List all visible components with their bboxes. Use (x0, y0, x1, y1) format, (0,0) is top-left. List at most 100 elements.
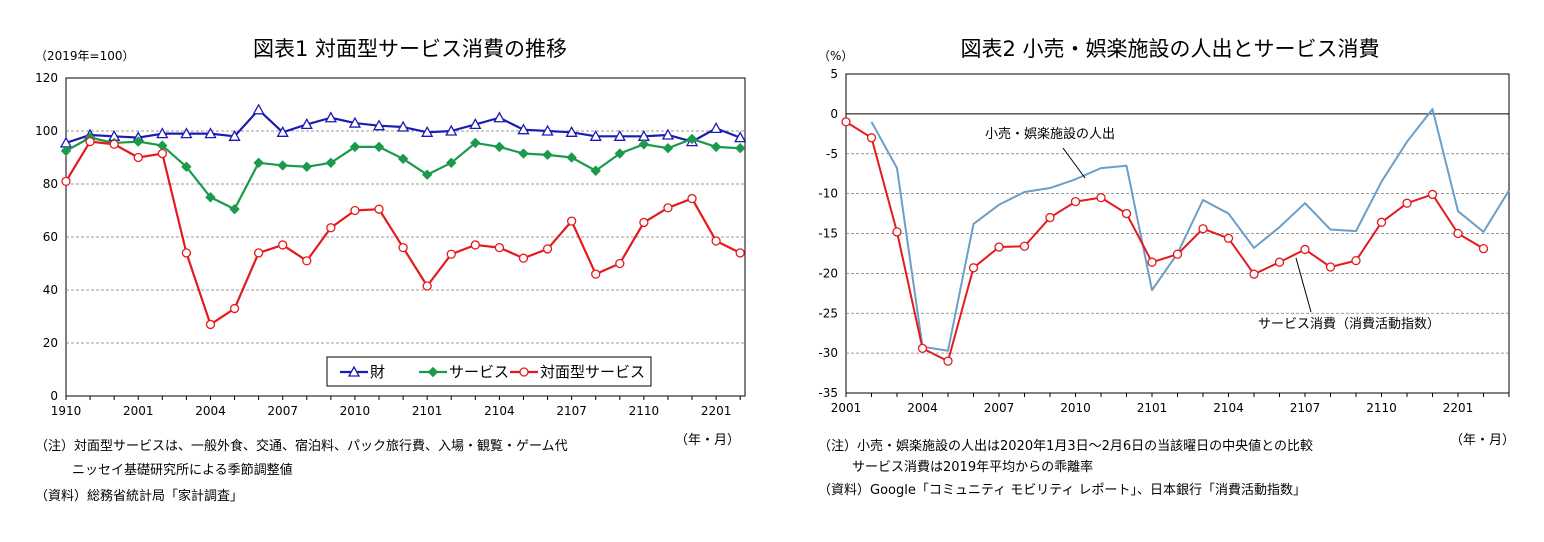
data-point-s1-1 (866, 133, 877, 143)
data-point-s0-18 (493, 111, 506, 123)
data-point-s1-17 (470, 137, 481, 149)
data-point-s1-21 (1376, 217, 1387, 227)
chart-2-callout-leader-2 (1295, 257, 1312, 313)
data-point-s1-15 (1223, 233, 1234, 243)
data-point-s2-17 (470, 240, 480, 250)
data-point-s2-23 (615, 258, 625, 269)
data-point-s1-23 (1427, 189, 1438, 200)
x-tick-label-2001: 2001 (123, 404, 154, 418)
y-tick-label-5: 5 (830, 67, 838, 81)
data-point-s1-14 (397, 153, 409, 165)
data-point-s0-15 (421, 125, 434, 137)
y-tick-label-0: 0 (50, 389, 58, 403)
data-point-s2-1 (85, 136, 95, 147)
chart-2-note-1: （注）小売・娯楽施設の人出は2020年1月3日～2月6日の当該曜日の中央値との比… (818, 438, 1313, 454)
data-point-s1-8 (253, 157, 264, 169)
data-point-s2-4 (157, 148, 167, 159)
data-point-s2-12 (350, 205, 360, 216)
data-point-s1-19 (518, 148, 529, 159)
data-point-s1-11 (325, 157, 337, 169)
y-tick-label-minus-35: -35 (818, 386, 838, 400)
data-point-s0-16 (445, 124, 458, 136)
data-point-s0-5 (180, 127, 193, 139)
data-point-s2-18 (494, 242, 505, 253)
data-point-s0-19 (517, 123, 530, 135)
legend-label-0: 財 (370, 363, 385, 381)
series-2 (61, 136, 745, 330)
data-point-s1-12 (349, 141, 361, 153)
data-point-s0-23 (613, 129, 626, 141)
chart-2-note-2: サービス消費は2019年平均からの乖離率 (852, 459, 1093, 475)
series-1 (60, 132, 746, 215)
data-point-s0-22 (589, 129, 602, 141)
chart-1-note-1: （注）対面型サービスは、一般外食、交通、宿泊料、パック旅行費、入場・観覧・ゲーム… (35, 438, 568, 454)
data-point-s1-9 (1070, 196, 1081, 207)
x-tick-label-2104: 2104 (1213, 401, 1244, 415)
data-point-s2-16 (446, 249, 456, 259)
data-point-s1-0 (60, 145, 72, 157)
y-tick-label-0: 0 (830, 107, 838, 121)
data-point-s1-4 (943, 356, 953, 366)
chart-1-title: 図表1 対面型サービス消費の推移 (253, 37, 567, 61)
chart-2-title: 図表2 小売・娯楽施設の人出とサービス消費 (960, 37, 1379, 61)
data-point-s2-20 (542, 244, 553, 254)
data-point-s1-2 (892, 227, 902, 237)
data-point-s1-24 (638, 139, 650, 150)
data-point-s1-19 (1325, 262, 1336, 272)
x-tick-label-2110: 2110 (1366, 401, 1397, 415)
data-point-s0-7 (228, 129, 241, 141)
data-point-s1-21 (566, 152, 577, 163)
data-point-s2-28 (735, 248, 745, 258)
data-point-s1-16 (446, 157, 457, 169)
data-point-s0-11 (324, 111, 337, 123)
y-tick-label-40: 40 (43, 283, 58, 297)
data-point-s1-11 (1121, 208, 1132, 219)
series-line-1 (845, 121, 1485, 363)
data-point-s1-17 (1274, 257, 1285, 267)
y-tick-label-minus-10: -10 (818, 187, 838, 201)
data-point-s1-22 (590, 165, 601, 176)
data-point-s1-22 (1402, 198, 1412, 208)
data-point-s1-18 (1300, 244, 1310, 255)
chart-1-y-ticks: 0 20 40 60 80 100 120 (35, 71, 58, 403)
data-point-s2-5 (181, 248, 192, 258)
data-point-s1-3 (917, 343, 928, 353)
x-tick-label-2007: 2007 (267, 404, 298, 418)
chart-2-y-ticks: -35 -30 -25 -20 -15 -10 -5 0 5 (818, 67, 838, 400)
chart-1-source: （資料）総務省統計局「家計調査」 (35, 488, 243, 504)
x-tick-label-2201: 2201 (701, 404, 732, 418)
data-point-s1-3 (133, 136, 144, 147)
data-point-s1-28 (734, 143, 746, 154)
y-tick-label-minus-30: -30 (818, 346, 838, 360)
data-point-s2-22 (591, 269, 601, 279)
data-point-s1-24 (1453, 228, 1463, 239)
data-point-s1-25 (662, 143, 674, 154)
data-point-s0-13 (372, 119, 386, 131)
chart-1-unit-label: （2019年=100） (35, 49, 135, 63)
data-point-s2-7 (229, 303, 240, 314)
y-tick-label-60: 60 (43, 230, 58, 244)
y-tick-label-minus-20: -20 (818, 266, 838, 280)
series-line-0 (870, 108, 1510, 352)
data-point-s2-25 (663, 203, 673, 213)
data-point-s2-0 (61, 176, 71, 187)
data-point-s1-10 (1096, 192, 1106, 203)
chart-2-x-label: （年・月） (1450, 433, 1515, 448)
x-tick-label-2007: 2007 (984, 401, 1015, 415)
data-point-s2-19 (518, 253, 529, 263)
data-point-s2-9 (278, 240, 288, 250)
data-point-s2-13 (374, 204, 384, 214)
chart-2-source: （資料）Google「コミュニティ モビリティ レポート」、日本銀行「消費活動指… (818, 483, 1306, 498)
data-point-s1-8 (1045, 212, 1055, 223)
x-tick-label-2010: 2010 (340, 404, 371, 418)
data-point-s1-15 (421, 169, 433, 180)
chart-1-legend: 財 サービス 対面型サービス (326, 356, 652, 387)
data-point-s2-8 (253, 248, 264, 258)
x-tick-label-1910: 1910 (51, 404, 82, 418)
data-point-s2-2 (109, 139, 119, 149)
y-tick-label-120: 120 (35, 71, 58, 85)
data-point-s2-24 (639, 217, 649, 228)
y-tick-label-minus-25: -25 (818, 306, 838, 320)
data-point-s1-6 (994, 242, 1004, 252)
x-tick-label-2004: 2004 (907, 401, 938, 415)
